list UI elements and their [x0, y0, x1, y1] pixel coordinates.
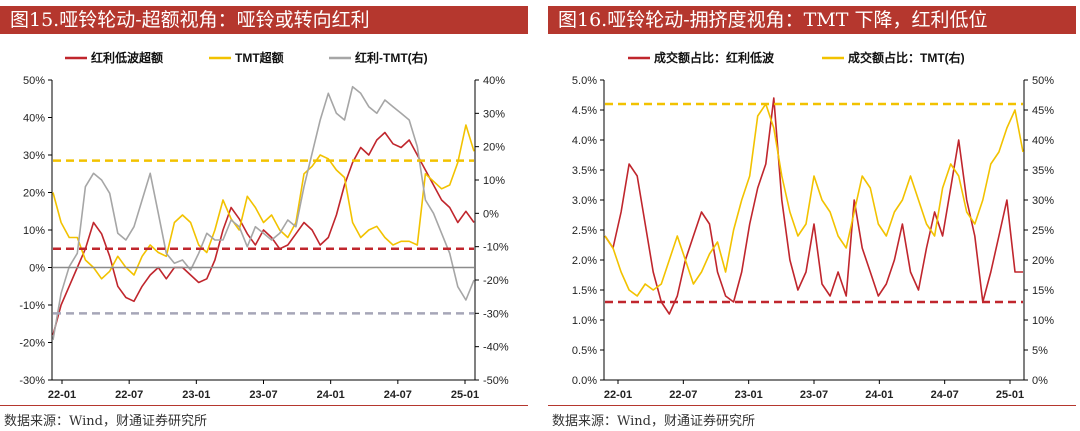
y-right-tick-label: 5%	[1032, 345, 1048, 357]
source-note: 数据来源：Wind，财通证券研究所	[4, 414, 207, 429]
y-right-tick-label: 25%	[1032, 225, 1054, 237]
y-left-tick-label: 0%	[29, 263, 45, 275]
y-left-tick-label: 10%	[23, 225, 45, 237]
y-left-tick-label: 0.0%	[572, 375, 597, 387]
legend-label: 成交额占比：红利低波	[654, 50, 775, 65]
x-tick-label: 24-01	[865, 389, 893, 400]
y-right-tick-label: 45%	[1032, 105, 1054, 117]
x-tick-label: 25-01	[451, 389, 479, 400]
x-tick-label: 22-01	[48, 389, 76, 400]
y-left-tick-label: 1.0%	[572, 315, 597, 327]
excess-return-chart: -30% -20% -10% 0% 10% 20% 30% 40% 50% -50% -40% -30…	[19, 50, 509, 400]
y-left-tick-label: 40%	[23, 113, 45, 125]
y-left-tick-label: 2.5%	[572, 225, 597, 237]
y-right-tick-label: -30%	[483, 308, 509, 320]
y-right-tick-label: -20%	[483, 275, 509, 287]
series-line-1	[52, 124, 475, 280]
y-left-tick-label: -10%	[19, 300, 45, 312]
y-right-tick-label: 40%	[1032, 135, 1054, 147]
source-divider	[548, 405, 1076, 406]
y-right-tick-label: -10%	[483, 242, 509, 254]
y-left-tick-label: 0.5%	[572, 345, 597, 357]
y-left-tick-label: 30%	[23, 150, 45, 162]
y-right-tick-label: 50%	[1032, 75, 1054, 87]
x-tick-label: 23-07	[800, 389, 828, 400]
y-right-tick-label: 0%	[1032, 375, 1048, 387]
y-right-tick-label: 30%	[483, 108, 505, 120]
y-right-tick-label: 40%	[483, 75, 505, 87]
y-right-tick-label: 30%	[1032, 195, 1054, 207]
y-left-tick-label: 4.0%	[572, 135, 597, 147]
series-line-1	[604, 103, 1024, 297]
y-left-tick-label: 3.0%	[572, 195, 597, 207]
series-line-0	[52, 131, 475, 336]
y-left-tick-label: 20%	[23, 188, 45, 200]
y-right-tick-label: 35%	[1032, 165, 1054, 177]
x-tick-label: 25-01	[996, 389, 1024, 400]
y-right-tick-label: 20%	[1032, 255, 1054, 267]
chart-title: 图15.哑铃轮动-超额视角：哑铃或转向红利	[0, 6, 528, 34]
legend-label: 成交额占比：TMT(右)	[848, 50, 965, 65]
x-tick-label: 23-01	[182, 389, 210, 400]
x-tick-label: 22-07	[115, 389, 143, 400]
source-note: 数据来源：Wind，财通证券研究所	[552, 414, 755, 429]
y-left-tick-label: -20%	[19, 338, 45, 350]
x-tick-label: 22-07	[669, 389, 697, 400]
y-left-tick-label: -30%	[19, 375, 45, 387]
chart-title: 图16.哑铃轮动-拥挤度视角：TMT 下降，红利低位	[548, 6, 1076, 34]
x-tick-label: 22-01	[604, 389, 632, 400]
series-line-2	[52, 85, 475, 341]
y-right-tick-label: 0%	[483, 208, 499, 220]
y-left-tick-label: 3.5%	[572, 165, 597, 177]
legend-label: TMT超额	[235, 50, 284, 65]
x-tick-label: 24-01	[317, 389, 345, 400]
turnover-share-chart: 0.0% 0.5% 1.0% 1.5% 2.0% 2.5% 3.0% 3.5% 4.0% 4.5%…	[572, 50, 1054, 400]
x-tick-label: 24-07	[384, 389, 412, 400]
y-right-tick-label: -40%	[483, 342, 509, 354]
x-tick-label: 24-07	[931, 389, 959, 400]
y-left-tick-label: 1.5%	[572, 285, 597, 297]
legend-label: 红利-TMT(右)	[355, 50, 428, 65]
x-tick-label: 23-01	[735, 389, 763, 400]
legend-label: 红利低波超额	[91, 50, 163, 65]
y-right-tick-label: 15%	[1032, 285, 1054, 297]
y-left-tick-label: 5.0%	[572, 75, 597, 87]
y-left-tick-label: 2.0%	[572, 255, 597, 267]
y-right-tick-label: 10%	[483, 175, 505, 187]
series-line-0	[604, 97, 1023, 315]
y-left-tick-label: 4.5%	[572, 105, 597, 117]
y-left-tick-label: 50%	[23, 75, 45, 87]
y-right-tick-label: -50%	[483, 375, 509, 387]
y-right-tick-label: 10%	[1032, 315, 1054, 327]
y-right-tick-label: 20%	[483, 142, 505, 154]
source-divider	[0, 405, 528, 406]
x-tick-label: 23-07	[249, 389, 277, 400]
